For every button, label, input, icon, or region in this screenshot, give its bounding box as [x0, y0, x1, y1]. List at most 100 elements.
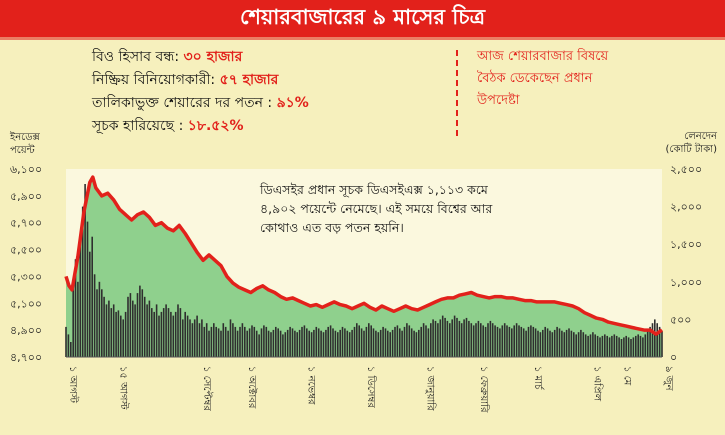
stat-label: বিও হিসাব বন্ধ: — [92, 49, 184, 65]
turnover-bar — [220, 330, 222, 357]
turnover-bar — [165, 304, 167, 357]
turnover-bar — [618, 337, 620, 357]
turnover-bar — [482, 325, 484, 357]
turnover-bar — [96, 289, 98, 357]
turnover-bar — [534, 328, 537, 357]
turnover-bar — [134, 304, 136, 357]
turnover-bar — [430, 323, 432, 357]
turnover-bar — [265, 326, 268, 357]
turnover-bar — [279, 330, 282, 357]
turnover-bar — [577, 332, 580, 357]
turnover-bar — [184, 311, 186, 357]
turnover-bar — [460, 323, 463, 357]
turnover-bar — [248, 328, 251, 357]
turnover-bar — [496, 326, 499, 357]
left-tick-label: ৪,৭০০ — [10, 351, 42, 364]
turnover-bar — [351, 329, 353, 357]
turnover-bar — [284, 332, 287, 357]
turnover-bar — [146, 304, 148, 357]
turnover-bar — [568, 328, 570, 357]
turnover-bar — [320, 330, 322, 357]
x-tick-label: ১ আগস্ট — [67, 366, 80, 404]
left-tick-label: ৫,৩০০ — [10, 270, 42, 283]
turnover-bar — [570, 330, 573, 357]
turnover-bar — [551, 332, 554, 357]
turnover-bar — [174, 311, 177, 357]
right-axis-label-line: (কোটি টাকা) — [665, 144, 718, 155]
right-tick-label: ১,০০০ — [670, 276, 702, 289]
turnover-bar — [84, 184, 86, 357]
turnover-bar — [70, 342, 72, 357]
x-tick-label: ১ অক্টোবর — [246, 366, 258, 409]
left-tick-label: ৬,১০০ — [10, 163, 42, 176]
turnover-bar — [255, 330, 258, 357]
stat-index-lost: সূচক হারিয়েছে : ১৮.৫২% — [92, 115, 309, 138]
turnover-bar — [644, 334, 647, 357]
turnover-bar — [344, 328, 346, 357]
annotation-line: কোথাও এত বড় পতন হয়নি। — [260, 220, 404, 235]
turnover-bar — [213, 323, 215, 357]
turnover-bar — [470, 323, 473, 357]
turnover-bar — [620, 339, 623, 357]
turnover-bar — [596, 335, 599, 357]
turnover-bar — [463, 319, 465, 357]
turnover-bar — [425, 325, 427, 357]
turnover-bar — [410, 328, 413, 357]
right-tick-label: ১,৫০০ — [670, 238, 702, 251]
turnover-bar — [422, 323, 425, 357]
turnover-bar — [635, 335, 637, 357]
turnover-bar — [339, 329, 341, 357]
turnover-bar — [441, 315, 444, 357]
turnover-bar — [227, 330, 229, 357]
turnover-bar — [167, 308, 170, 357]
turnover-bar — [177, 304, 179, 357]
stat-value: ৩০ হাজার — [183, 49, 243, 65]
turnover-bar — [186, 315, 189, 357]
turnover-bar — [639, 335, 642, 357]
turnover-bar — [365, 326, 368, 357]
turnover-bar — [103, 296, 105, 357]
turnover-bar — [232, 323, 234, 357]
header-underline — [0, 37, 725, 40]
annotation-line: ৪,৯০২ পয়েন্টে নেমেছে। এই সময়ে বিশ্বের … — [260, 201, 493, 216]
x-tick-label: ১ সেপ্টেম্বর — [201, 366, 213, 411]
turnover-bar — [439, 319, 442, 357]
turnover-bar — [124, 311, 127, 357]
turnover-bar — [458, 320, 461, 357]
turnover-bar — [656, 323, 658, 357]
turnover-bar — [508, 326, 511, 357]
turnover-bar — [141, 289, 144, 357]
stat-value: ৫৭ হাজার — [219, 72, 279, 88]
turnover-bar — [387, 330, 389, 357]
turnover-bar — [518, 325, 520, 357]
turnover-bar — [377, 332, 380, 357]
turnover-bar — [654, 319, 656, 357]
turnover-bar — [153, 311, 155, 357]
stat-label: তালিকাভুক্ত শেয়ারের দর পতন : — [92, 95, 277, 111]
turnover-bar — [229, 319, 232, 357]
turnover-bar — [401, 330, 403, 357]
chart-annotation: ডিএসইর প্রধান সূচক ডিএসইএক্স ১,১১৩ কমে ৪,… — [259, 182, 493, 235]
right-tick-label: ৫০০ — [670, 313, 691, 326]
turnover-bar — [215, 326, 217, 357]
turnover-bar — [334, 330, 337, 357]
right-tick-label: ০ — [670, 351, 677, 364]
turnover-bar — [246, 330, 248, 357]
turnover-bar — [98, 281, 101, 357]
turnover-bar — [489, 320, 492, 357]
page-title: শেয়ারবাজারের ৯ মাসের চিত্র — [239, 5, 486, 29]
turnover-bar — [391, 329, 394, 357]
news-note: আজ শেয়ারবাজার বিষয়ে বৈঠক ডেকেছেন প্রধা… — [477, 49, 609, 108]
turnover-bar — [408, 325, 411, 357]
index-area — [66, 177, 662, 357]
stat-bo-closed: বিও হিসাব বন্ধ: ৩০ হাজার — [92, 46, 309, 69]
left-axis-label-line: পয়েন্ট — [10, 145, 35, 156]
turnover-bar — [556, 326, 558, 357]
turnover-bar — [480, 323, 482, 357]
turnover-bar — [193, 319, 196, 357]
turnover-bar — [511, 328, 513, 357]
right-tick-label: ২,৫০০ — [670, 163, 702, 176]
turnover-bar — [112, 304, 115, 357]
